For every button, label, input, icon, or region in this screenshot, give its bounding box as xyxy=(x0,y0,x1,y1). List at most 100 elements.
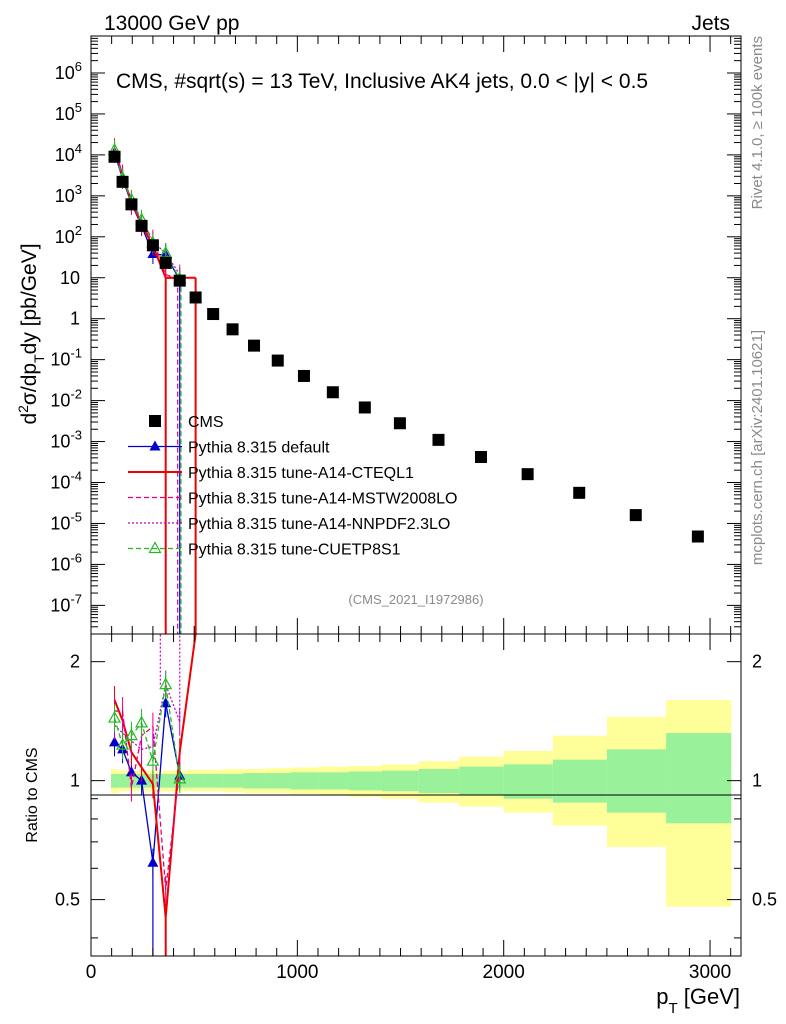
cms-point xyxy=(573,486,586,499)
cms-point xyxy=(226,323,239,336)
ratio-data-layer xyxy=(108,633,197,956)
ratio-panel: 0.5 0.5 1 1 2 2 xyxy=(55,633,777,957)
cms-point xyxy=(358,401,371,414)
legend-marker xyxy=(148,541,162,554)
legend-marker xyxy=(149,415,161,427)
main-axis-ticks: 10-7 10-6 10-5 10-4 10-3 10-2 10-1 1 10 102 103 104… xyxy=(50,35,741,635)
ratio-stat-band xyxy=(111,773,119,788)
ratio-stat-band xyxy=(606,749,667,813)
legend-marker xyxy=(149,440,161,451)
rivet-version-label: Rivet 4.1.0, ≥ 100k events xyxy=(749,36,766,209)
legend: CMS Pythia 8.315 default Pythia 8.315 tune… xyxy=(128,414,457,559)
legend-entry: Pythia 8.315 tune-A14-NNPDF2.3LO xyxy=(128,516,450,533)
cms-point xyxy=(521,468,534,481)
legend-entry: Pythia 8.315 tune-A14-CTEQL1 xyxy=(128,465,414,482)
ratio-stat-band xyxy=(503,764,553,799)
ratio-stat-band xyxy=(381,770,419,792)
ratio-frame xyxy=(90,633,742,957)
ratio-y-tick-label-right: 0.5 xyxy=(752,890,777,910)
cms-point xyxy=(691,530,704,543)
ratio-point xyxy=(124,728,138,741)
cms-point xyxy=(173,274,186,287)
legend-entry: Pythia 8.315 tune-CUETP8S1 xyxy=(128,541,401,559)
cms-point xyxy=(393,417,406,430)
cms-point xyxy=(189,291,202,304)
ratio-stat-band xyxy=(418,769,460,794)
analysis-id-label: (CMS_2021_I1972986) xyxy=(348,592,483,607)
main-y-tick-label: 10-1 xyxy=(50,346,82,370)
ratio-uncertainty-bands xyxy=(111,699,732,907)
ratio-stat-band xyxy=(159,773,173,788)
ratio-y-tick-label: 0.5 xyxy=(55,890,80,910)
legend-label: Pythia 8.315 tune-A14-CTEQL1 xyxy=(188,465,414,482)
main-y-tick-label: 10-4 xyxy=(50,469,82,493)
ratio-stat-band xyxy=(552,759,607,803)
ratio-y-tick-label-right: 1 xyxy=(752,771,762,791)
ratio-y-axis-label: Ratio to CMS xyxy=(24,747,41,842)
main-y-tick-label: 103 xyxy=(55,182,82,206)
x-axis-label: pT [GeV] xyxy=(656,984,740,1017)
main-data-layer xyxy=(108,138,704,634)
ratio-point xyxy=(108,710,122,723)
ratio-point xyxy=(135,715,149,728)
legend-label: Pythia 8.315 tune-A14-MSTW2008LO xyxy=(188,491,457,508)
main-y-tick-label: 10-5 xyxy=(50,509,82,533)
mcplots-label: mcplots.cern.ch [arXiv:2401.10621] xyxy=(749,330,766,565)
ratio-stat-band xyxy=(222,773,244,788)
ratio-stat-band xyxy=(265,773,291,789)
ratio-stat-band xyxy=(318,772,349,790)
ratio-point xyxy=(109,736,121,747)
cms-point xyxy=(159,256,172,269)
main-panel: 10-7 10-6 10-5 10-4 10-3 10-2 10-1 1 10 102 103 104… xyxy=(50,35,742,635)
cms-point xyxy=(475,450,487,463)
main-y-tick-label: 10-7 xyxy=(50,591,82,615)
ratio-stat-band xyxy=(290,772,319,790)
main-y-tick-label: 102 xyxy=(55,223,82,247)
ratio-line xyxy=(113,699,181,918)
main-y-tick-label: 10-6 xyxy=(50,550,82,574)
legend-label: Pythia 8.315 tune-A14-NNPDF2.3LO xyxy=(188,516,450,533)
ratio-stat-band xyxy=(459,766,504,795)
cms-point xyxy=(297,369,310,382)
legend-label: Pythia 8.315 default xyxy=(188,440,330,457)
x-tick-label: 3000 xyxy=(689,962,731,983)
cms-point xyxy=(326,386,339,399)
legend-entry: Pythia 8.315 default xyxy=(128,440,330,457)
cms-point xyxy=(207,308,220,321)
cms-point xyxy=(432,433,445,446)
main-y-tick-label: 1 xyxy=(70,309,80,329)
legend-label: CMS xyxy=(188,414,224,431)
main-y-tick-label: 105 xyxy=(55,100,82,124)
ratio-point xyxy=(147,856,159,867)
header-energy-label: 13000 GeV pp xyxy=(104,12,239,35)
x-tick-label: 0 xyxy=(86,962,97,983)
main-y-tick-label: 10-2 xyxy=(50,387,82,411)
ratio-stat-band xyxy=(204,773,223,788)
cms-point xyxy=(629,509,642,522)
cms-point xyxy=(248,339,261,352)
ratio-point xyxy=(159,677,173,690)
legend-entry: Pythia 8.315 tune-A14-MSTW2008LO xyxy=(128,491,457,508)
cms-point xyxy=(146,239,159,252)
cms-point xyxy=(271,354,284,367)
x-tick-label: 2000 xyxy=(483,962,525,983)
main-y-tick-label: 10 xyxy=(60,268,80,288)
ratio-point xyxy=(173,771,187,784)
ratio-point xyxy=(146,753,160,766)
main-y-tick-label: 104 xyxy=(55,141,82,165)
x-tick-label: 1000 xyxy=(276,962,318,983)
cms-point xyxy=(135,219,148,232)
header-jets-label: Jets xyxy=(691,12,730,35)
ratio-spike xyxy=(178,633,197,753)
main-y-tick-label: 10-3 xyxy=(50,428,82,452)
ratio-point xyxy=(116,737,130,750)
ratio-y-tick-label: 1 xyxy=(70,771,80,791)
cms-point xyxy=(116,175,129,188)
cms-point xyxy=(125,198,138,211)
legend-label: Pythia 8.315 tune-CUETP8S1 xyxy=(188,542,401,559)
main-y-tick-label: 106 xyxy=(55,59,82,83)
ratio-y-tick-label-right: 2 xyxy=(752,652,762,672)
ratio-stat-band xyxy=(118,773,127,788)
cms-point xyxy=(108,150,121,163)
